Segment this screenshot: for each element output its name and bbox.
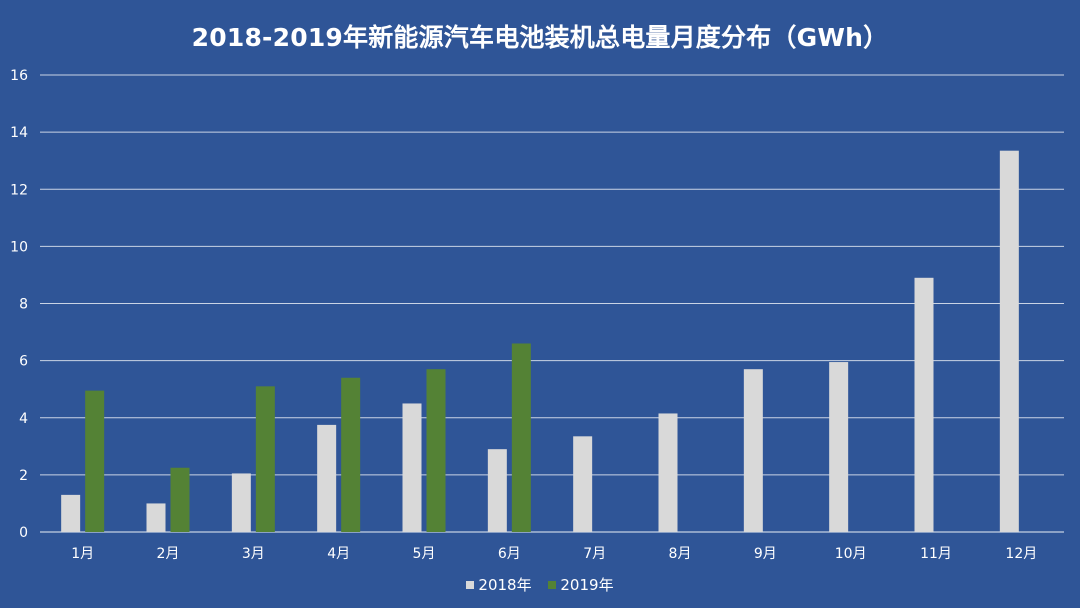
x-tick-label: 1月: [71, 546, 94, 562]
x-tick-label: 11月: [920, 546, 952, 562]
x-tick-label: 12月: [1005, 546, 1037, 562]
x-tick-label: 2月: [157, 546, 180, 562]
x-tick-label: 5月: [413, 546, 436, 562]
bar-2018年-4月[interactable]: [317, 424, 337, 532]
bar-2019年-1月[interactable]: [85, 390, 105, 532]
x-axis-ticks: 1月 2月 3月 4月 5月 6月 7月 8月 9月 10月 11月 12月: [71, 546, 1037, 562]
x-tick-label: 3月: [242, 546, 265, 562]
y-tick-label: 2: [19, 468, 28, 484]
bar-2019年-2月[interactable]: [170, 467, 190, 532]
bar-2018年-12月[interactable]: [999, 150, 1019, 533]
gridlines: [40, 74, 1064, 533]
y-tick-label: 16: [10, 68, 28, 84]
legend-item-2018[interactable]: 2018年: [466, 574, 532, 595]
chart-title: 2018-2019年新能源汽车电池装机总电量月度分布（GWh）: [191, 23, 889, 52]
legend: 2018年 2019年: [0, 574, 1080, 595]
x-tick-label: 4月: [327, 546, 350, 562]
y-axis-ticks: 0 2 4 6 8 10 12 14 16: [10, 68, 28, 541]
bar-2018年-8月[interactable]: [658, 413, 678, 532]
legend-swatch-2019: [548, 580, 557, 589]
y-tick-label: 4: [19, 411, 28, 427]
bar-2018年-9月[interactable]: [743, 369, 763, 532]
y-tick-label: 6: [19, 354, 28, 370]
y-tick-label: 14: [10, 125, 28, 141]
bars: [61, 150, 1019, 533]
bar-2018年-2月[interactable]: [146, 503, 166, 532]
y-tick-label: 12: [10, 182, 28, 198]
y-tick-label: 8: [19, 297, 28, 313]
x-tick-label: 9月: [754, 546, 777, 562]
bar-2019年-5月[interactable]: [426, 369, 446, 532]
y-tick-label: 10: [10, 239, 28, 255]
bar-2018年-10月[interactable]: [829, 362, 849, 532]
bar-2018年-1月[interactable]: [61, 494, 81, 532]
bar-2019年-6月[interactable]: [511, 343, 531, 532]
x-tick-label: 7月: [583, 546, 606, 562]
legend-item-2019[interactable]: 2019年: [548, 574, 614, 595]
bar-2018年-5月[interactable]: [402, 403, 422, 532]
bar-2018年-11月[interactable]: [914, 277, 934, 532]
x-tick-label: 6月: [498, 546, 521, 562]
bar-2018年-3月[interactable]: [231, 473, 251, 532]
x-tick-label: 10月: [835, 546, 867, 562]
bar-2018年-6月[interactable]: [487, 449, 507, 532]
y-tick-label: 0: [19, 525, 28, 541]
bar-2018年-7月[interactable]: [573, 436, 593, 532]
bar-2019年-3月[interactable]: [255, 386, 275, 532]
bar-2019年-4月[interactable]: [341, 377, 361, 532]
legend-swatch-2018: [466, 580, 475, 589]
legend-label-2019: 2019年: [560, 576, 614, 594]
x-tick-label: 8月: [669, 546, 692, 562]
legend-label-2018: 2018年: [478, 576, 532, 594]
